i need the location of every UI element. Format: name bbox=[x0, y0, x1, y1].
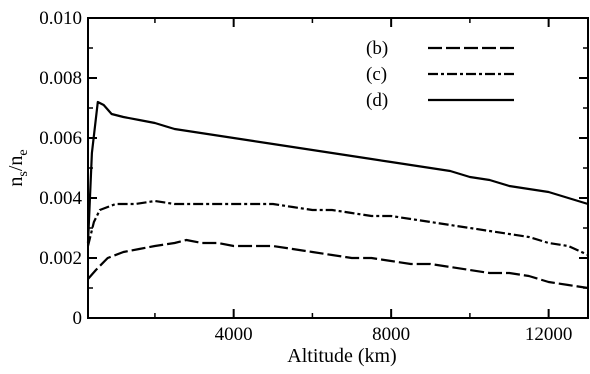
legend: (b) (c) (d) bbox=[366, 38, 514, 111]
series-line-d bbox=[86, 100, 589, 244]
legend-label-d: (d) bbox=[366, 90, 388, 111]
y-axis-label-sub1: s bbox=[16, 171, 31, 176]
y-tick-label: 0.006 bbox=[39, 128, 82, 149]
x-tick-label: 12000 bbox=[525, 324, 573, 345]
y-axis-label: ns/ne bbox=[5, 149, 31, 186]
legend-label-c: (c) bbox=[366, 64, 387, 85]
y-tick-label: 0.002 bbox=[39, 248, 82, 269]
x-tick-label: 8000 bbox=[372, 324, 410, 345]
x-axis-label: Altitude (km) bbox=[287, 345, 396, 367]
y-axis-label-main: n bbox=[5, 177, 27, 187]
series-layer bbox=[86, 100, 589, 290]
x-tick-label: 4000 bbox=[215, 324, 253, 345]
legend-label-b: (b) bbox=[366, 38, 388, 59]
series-line-c bbox=[86, 199, 589, 257]
y-tick-label: 0.008 bbox=[39, 68, 82, 89]
y-axis-label-sub2: e bbox=[16, 149, 31, 155]
y-tick-label: 0.010 bbox=[39, 8, 82, 29]
y-tick-label: 0 bbox=[73, 308, 83, 329]
y-axis-label-sep: /n bbox=[5, 156, 27, 172]
axes-layer: 0 0.002 0.004 0.006 0.008 0.010 4000 8000 12000 bbox=[39, 8, 588, 345]
y-tick-label: 0.004 bbox=[39, 188, 82, 209]
series-line-b bbox=[87, 238, 589, 290]
